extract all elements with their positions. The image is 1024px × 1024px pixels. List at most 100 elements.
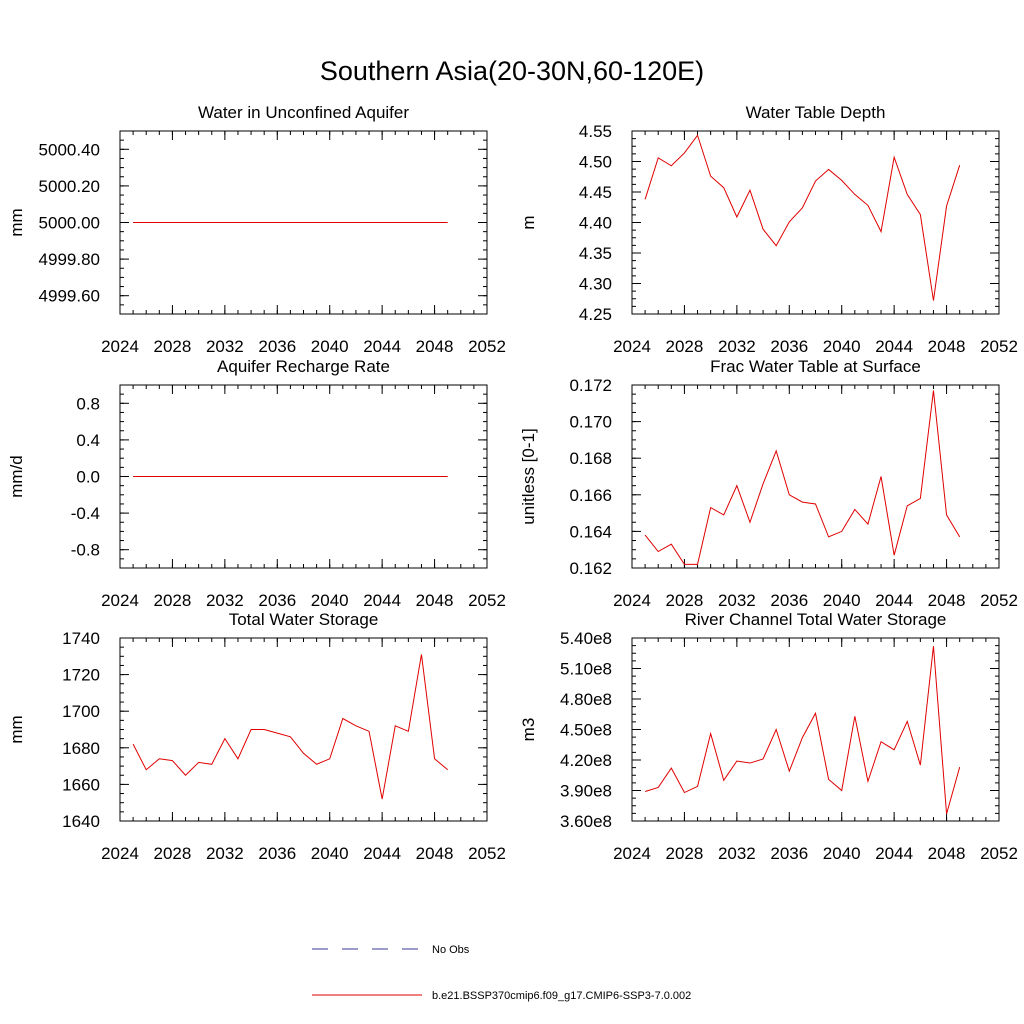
y-tick-label: 4.55	[579, 122, 612, 141]
y-axis-label: m3	[519, 718, 538, 742]
y-axis-label: mm	[7, 715, 26, 743]
y-tick-label: 0.4	[76, 431, 100, 450]
x-tick-label: 2028	[666, 844, 704, 863]
panel-title: Frac Water Table at Surface	[710, 357, 921, 376]
x-tick-label: 2036	[770, 591, 808, 610]
y-tick-label: 0.0	[76, 468, 100, 487]
x-tick-label: 2044	[875, 337, 913, 356]
x-tick-label: 2052	[468, 337, 506, 356]
y-tick-label: 4999.60	[39, 287, 100, 306]
x-tick-label: 2048	[928, 591, 966, 610]
x-tick-label: 2024	[101, 844, 139, 863]
x-tick-label: 2040	[823, 337, 861, 356]
x-tick-label: 2036	[258, 591, 296, 610]
figure-title: Southern Asia(20-30N,60-120E)	[319, 56, 705, 86]
panel-3: Aquifer Recharge Rate mm/d 2024 2028 2032 203…	[7, 357, 506, 610]
x-tick-label: 2052	[980, 844, 1018, 863]
panel-title: Aquifer Recharge Rate	[217, 357, 390, 376]
panel-title: Water in Unconfined Aquifer	[198, 103, 409, 122]
panel-2: Water Table Depth m 2024 2028 2032 2036 2040 20…	[519, 103, 1018, 356]
panel-title: River Channel Total Water Storage	[685, 610, 947, 629]
y-axis-label: mm/d	[7, 455, 26, 498]
y-axis-label: m	[519, 215, 538, 229]
y-axis-label: mm	[7, 208, 26, 236]
x-tick-label: 2044	[363, 591, 401, 610]
y-tick-label: 0.172	[569, 376, 612, 395]
panel-title: Water Table Depth	[746, 103, 886, 122]
legend-label-no-obs: No Obs	[432, 944, 470, 956]
y-tick-label: 1660	[62, 775, 100, 794]
x-tick-label: 2028	[154, 844, 192, 863]
x-tick-label: 2028	[154, 337, 192, 356]
y-tick-label: 1680	[62, 739, 100, 758]
y-tick-label: -0.4	[71, 504, 100, 523]
x-tick-label: 2040	[311, 591, 349, 610]
x-tick-label: 2024	[613, 844, 651, 863]
x-tick-label: 2032	[718, 591, 756, 610]
panel-6: River Channel Total Water Storage m3 2024 2…	[519, 610, 1018, 863]
panel-5: Total Water Storage mm 2024 2028 2032 2036 204…	[7, 610, 506, 863]
legend: No Obs b.e21.BSSP370cmip6.f09_g17.CMIP6-…	[312, 944, 691, 1002]
y-tick-label: 4.45	[579, 183, 612, 202]
x-tick-label: 2024	[613, 337, 651, 356]
panel-title: Total Water Storage	[229, 610, 379, 629]
x-tick-label: 2036	[258, 844, 296, 863]
x-tick-label: 2032	[206, 591, 244, 610]
series-line	[644, 134, 961, 301]
panel-1: Water in Unconfined Aquifer mm 2024 2028 203…	[7, 103, 506, 356]
x-tick-label: 2044	[875, 591, 913, 610]
y-tick-label: 4.30	[579, 275, 612, 294]
y-tick-label: 3.90e8	[560, 782, 612, 801]
x-tick-label: 2032	[718, 844, 756, 863]
x-tick-label: 2044	[363, 844, 401, 863]
x-tick-label: 2052	[980, 591, 1018, 610]
x-tick-label: 2028	[154, 591, 192, 610]
y-tick-label: 0.8	[76, 394, 100, 413]
x-tick-label: 2040	[823, 844, 861, 863]
y-tick-label: 0.162	[569, 559, 612, 578]
x-tick-label: 2048	[416, 844, 454, 863]
x-tick-label: 2036	[258, 337, 296, 356]
y-tick-label: 3.60e8	[560, 812, 612, 831]
x-tick-label: 2040	[311, 337, 349, 356]
y-tick-label: 4.35	[579, 244, 612, 263]
y-tick-label: 1700	[62, 702, 100, 721]
y-tick-label: 0.164	[569, 522, 612, 541]
x-tick-label: 2028	[666, 337, 704, 356]
y-tick-label: 1720	[62, 666, 100, 685]
x-tick-label: 2024	[101, 591, 139, 610]
y-tick-label: 0.166	[569, 486, 612, 505]
y-tick-label: 5000.00	[39, 214, 100, 233]
x-tick-label: 2032	[718, 337, 756, 356]
series-line	[644, 646, 961, 815]
plot-frame	[631, 384, 1000, 569]
y-tick-label: 0.170	[569, 413, 612, 432]
x-tick-label: 2048	[928, 337, 966, 356]
x-tick-label: 2024	[613, 591, 651, 610]
y-tick-label: 4.40	[579, 214, 612, 233]
y-tick-label: 4999.80	[39, 250, 100, 269]
y-axis-label: unitless [0-1]	[519, 428, 538, 524]
x-tick-label: 2040	[823, 591, 861, 610]
x-tick-label: 2028	[666, 591, 704, 610]
x-tick-label: 2052	[980, 337, 1018, 356]
y-tick-label: 4.20e8	[560, 751, 612, 770]
y-tick-label: 1740	[62, 629, 100, 648]
x-tick-label: 2032	[206, 844, 244, 863]
x-tick-label: 2040	[311, 844, 349, 863]
y-tick-label: 4.50e8	[560, 721, 612, 740]
x-tick-label: 2052	[468, 844, 506, 863]
plot-frame	[631, 637, 1000, 822]
x-tick-label: 2036	[770, 844, 808, 863]
y-tick-label: 5000.40	[39, 140, 100, 159]
x-tick-label: 2048	[416, 591, 454, 610]
x-tick-label: 2044	[875, 844, 913, 863]
legend-label-model: b.e21.BSSP370cmip6.f09_g17.CMIP6-SSP3-7.…	[432, 990, 691, 1002]
x-tick-label: 2052	[468, 591, 506, 610]
y-tick-label: 5000.20	[39, 177, 100, 196]
y-tick-label: -0.8	[71, 541, 100, 560]
x-tick-label: 2032	[206, 337, 244, 356]
x-tick-label: 2048	[416, 337, 454, 356]
y-tick-label: 4.80e8	[560, 690, 612, 709]
